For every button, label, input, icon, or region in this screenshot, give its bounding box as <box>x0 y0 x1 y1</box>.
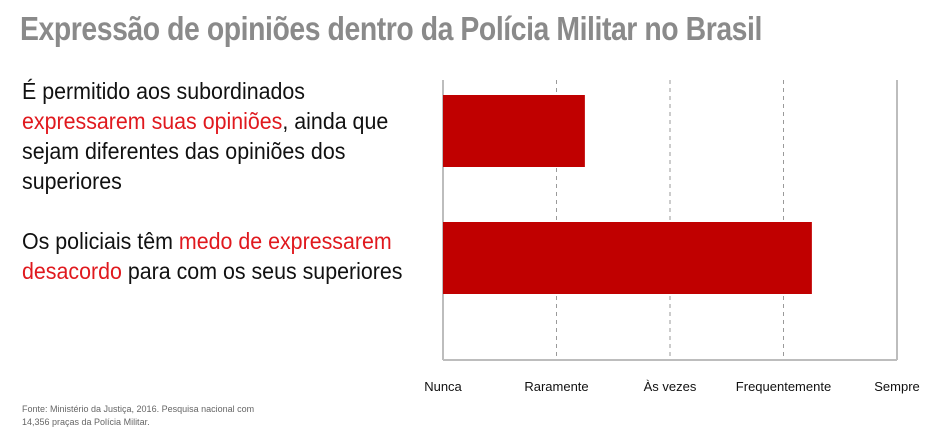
bar-2 <box>443 222 812 294</box>
chart-bars <box>443 95 812 294</box>
statement-2-after: para com os seus superiores <box>121 258 403 284</box>
statement-2-highlight: medo de expressarem desacordo <box>22 228 392 284</box>
x-tick-label-4: Sempre <box>874 379 920 394</box>
x-tick-label-0: Nunca <box>424 379 462 394</box>
bar-1 <box>443 95 585 167</box>
statement-1: É permitido aos subordinados expressarem… <box>22 76 413 196</box>
x-tick-label-2: Às vezes <box>644 379 697 394</box>
statement-2: Os policiais têm medo de expressarem des… <box>22 226 413 286</box>
chart-title: Expressão de opiniões dentro da Polícia … <box>20 10 762 47</box>
statement-1-before: É permitido aos subordinados <box>22 78 305 104</box>
statement-2-before: Os policiais têm <box>22 228 179 254</box>
x-tick-label-1: Raramente <box>524 379 588 394</box>
x-axis-tick-labels: Nunca Raramente Às vezes Frequentemente Semp… <box>424 379 920 394</box>
source-note: Fonte: Ministério da Justiça, 2016. Pesq… <box>22 404 255 427</box>
x-tick-label-3: Frequentemente <box>736 379 831 394</box>
statement-1-highlight: expressarem suas opiniões <box>22 108 283 134</box>
statement-1-after: , ainda que sejam diferentes das opiniõe… <box>22 108 389 194</box>
